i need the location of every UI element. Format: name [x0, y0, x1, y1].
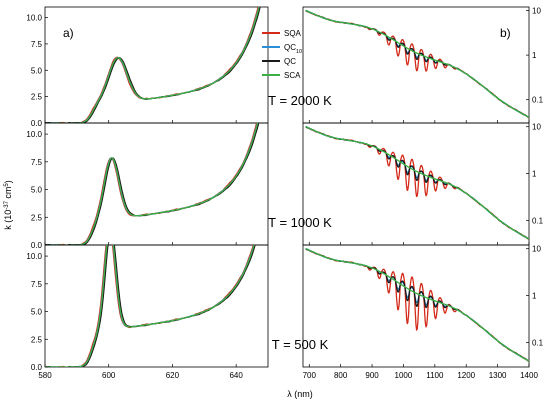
right-y-tick-label: 0.1 — [532, 96, 544, 105]
legend-label-qc10: QC10 — [284, 43, 302, 55]
left-y-tick-label: 10.0 — [26, 252, 42, 261]
x-axis-label: λ (nm) — [287, 389, 313, 399]
series-line-sqa — [45, 245, 254, 367]
series-line-qc — [45, 245, 256, 367]
left-y-tick-label: 0.0 — [31, 363, 43, 372]
left-y-tick-label: 2.5 — [31, 213, 43, 222]
series-line-qc10 — [305, 126, 529, 240]
right-y-tick-label: 0.1 — [532, 216, 544, 225]
legend-label-sca: SCA — [284, 71, 301, 80]
right-y-tick-label: 1 — [532, 51, 537, 60]
series-line-sca — [45, 123, 259, 245]
left-y-tick-label: 0.0 — [31, 119, 43, 128]
series-line-sca — [45, 7, 260, 123]
left-y-tick-label: 7.5 — [31, 280, 43, 289]
right-panel-frame — [302, 244, 530, 368]
series-line-sqa — [305, 126, 529, 241]
left-x-tick-label: 580 — [38, 371, 52, 380]
left-y-tick-label: 5.0 — [31, 308, 43, 317]
temperature-labels: T = 2000 K T = 1000 K T = 500 K — [268, 93, 332, 352]
left-y-tick-label: 2.5 — [31, 93, 43, 102]
left-y-tick-label: 7.5 — [31, 40, 43, 49]
temperature-label-1: T = 2000 K — [268, 93, 332, 108]
right-y-tick-label: 1 — [532, 170, 537, 179]
legend-label-qc: QC — [284, 57, 296, 66]
right-x-tick-label: 1000 — [395, 371, 413, 380]
right-x-tick-label: 900 — [365, 371, 379, 380]
legend-label-sqa: SQA — [284, 29, 302, 38]
panel-letter-b: b) — [500, 26, 511, 40]
series-line-qc — [305, 248, 529, 362]
right-y-tick-label: 10 — [532, 123, 541, 132]
series-line-qc — [45, 123, 260, 245]
right-x-tick-label: 1200 — [457, 371, 475, 380]
left-x-tick-label: 640 — [229, 371, 243, 380]
left-panel-frame — [44, 122, 269, 246]
series-line-sca — [305, 9, 529, 118]
right-y-tick-label: 0.1 — [532, 338, 544, 347]
temperature-label-3: T = 500 K — [272, 337, 329, 352]
left-panel-frame — [44, 244, 269, 368]
left-y-tick-label: 5.0 — [31, 66, 43, 75]
left-y-tick-label: 5.0 — [31, 186, 43, 195]
series-line-qc10 — [45, 7, 260, 123]
right-panel-1: 10 1 0.1 — [302, 7, 544, 124]
left-panel-3: 0.0 2.5 5.0 7.5 10.0 580 600 620 640 — [26, 244, 269, 380]
series-line-sca — [45, 245, 255, 367]
left-panel-column: 0.0 2.5 5.0 7.5 10.0 0.0 2.5 5.0 7.5 10.0 0.0 2.5 5.… — [26, 6, 269, 380]
right-panel-3: 10 1 0.1 700 800 900 1000 1100 1200 1300 1400 — [302, 244, 544, 380]
right-x-tick-label: 800 — [334, 371, 348, 380]
right-y-tick-label: 10 — [532, 245, 541, 254]
series-line-qc — [45, 7, 261, 123]
series-line-sca — [305, 126, 529, 240]
left-x-tick-label: 620 — [166, 371, 180, 380]
left-y-tick-label: 7.5 — [31, 158, 43, 167]
y-axis-label: k (10-37 cm5) — [3, 180, 13, 230]
series-line-qc — [305, 126, 529, 240]
series-line-qc10 — [45, 245, 255, 367]
left-x-tick-label: 600 — [102, 371, 116, 380]
series-line-sca — [305, 248, 529, 362]
right-x-tick-label: 1100 — [426, 371, 444, 380]
left-y-tick-label: 0.0 — [31, 241, 43, 250]
panel-letter-a: a) — [63, 26, 74, 40]
left-y-tick-label: 10.0 — [26, 14, 42, 23]
right-panel-frame — [302, 122, 530, 246]
right-y-tick-label: 10 — [532, 7, 541, 16]
temperature-label-2: T = 1000 K — [268, 215, 332, 230]
right-x-tick-label: 1300 — [489, 371, 507, 380]
right-y-tick-label: 1 — [532, 292, 537, 301]
series-line-sqa — [45, 7, 259, 123]
left-y-tick-label: 2.5 — [31, 335, 43, 344]
right-x-tick-label: 700 — [303, 371, 317, 380]
right-panel-2: 10 1 0.1 — [302, 122, 544, 246]
series-line-qc10 — [305, 9, 529, 118]
right-x-tick-label: 1400 — [520, 371, 538, 380]
left-panel-1: 0.0 2.5 5.0 7.5 10.0 — [26, 6, 269, 128]
left-y-tick-label: 10.0 — [26, 130, 42, 139]
series-line-qc10 — [45, 123, 259, 245]
series-line-sqa — [305, 10, 529, 119]
